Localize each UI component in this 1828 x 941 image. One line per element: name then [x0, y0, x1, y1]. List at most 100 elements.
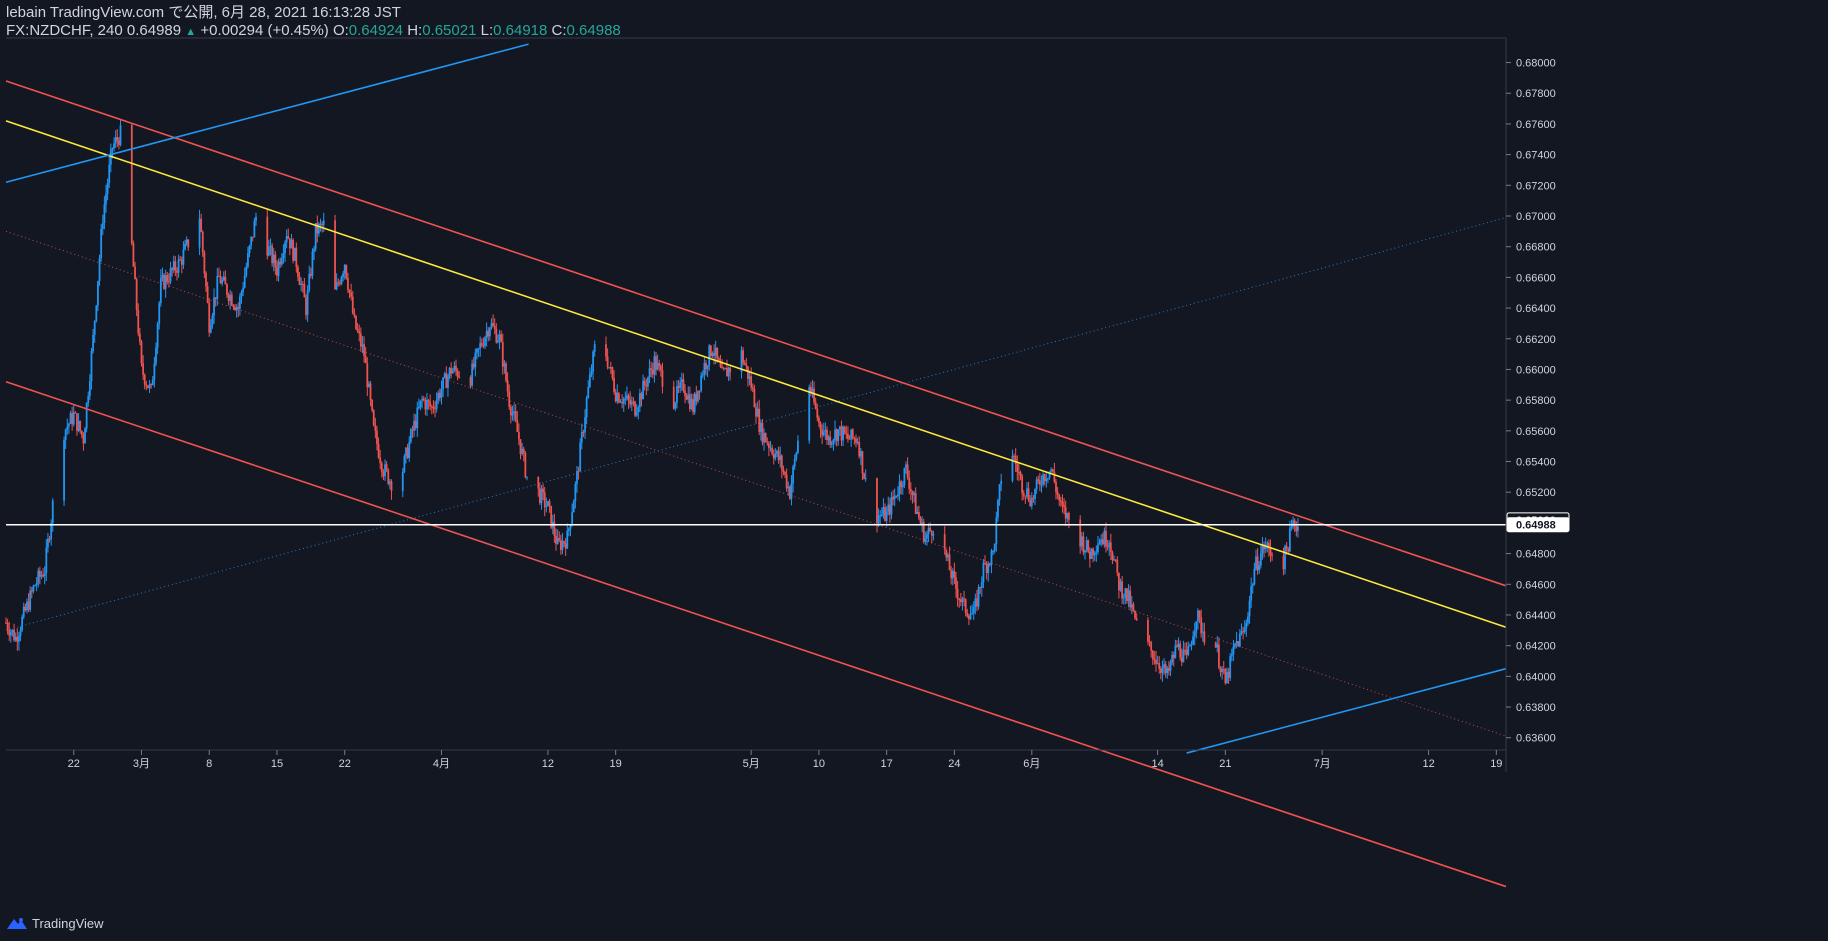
candle-body — [1068, 512, 1070, 520]
candle-body — [980, 582, 983, 588]
y-tick-label: 0.66800 — [1516, 242, 1556, 254]
candle-body — [103, 204, 106, 223]
candle-body — [571, 512, 574, 526]
candle-body — [726, 368, 728, 377]
candle-body — [69, 413, 72, 424]
candle-body — [1029, 500, 1032, 506]
candle-body — [369, 383, 372, 400]
symbol-label: FX:NZDCHF, 240 — [6, 22, 123, 39]
x-tick-label: 6月 — [1023, 758, 1040, 770]
candle-body — [168, 281, 170, 283]
candle-body — [474, 352, 477, 368]
candle-body — [1155, 659, 1157, 664]
candle-body — [374, 425, 377, 431]
candle-body — [876, 478, 878, 524]
candle-body — [687, 394, 690, 400]
candle-body — [106, 183, 109, 194]
candle-body — [961, 598, 964, 603]
candle-body — [68, 423, 70, 427]
candle-body — [614, 391, 617, 402]
candle-body — [572, 501, 575, 513]
candle-body — [613, 378, 615, 392]
x-tick-label: 24 — [948, 758, 960, 770]
candle-body — [672, 386, 675, 409]
candle-body — [1222, 669, 1225, 671]
candle-body — [130, 125, 133, 244]
candle-body — [1097, 544, 1099, 552]
candle-body — [548, 501, 551, 506]
candle-body — [1242, 631, 1244, 633]
candle-body — [284, 242, 286, 254]
channel-upper-line — [5, 80, 1507, 587]
candle-body — [26, 601, 28, 611]
candle-body — [430, 406, 433, 408]
candle-body — [972, 607, 975, 614]
candle-body — [1013, 455, 1015, 457]
candle-body — [853, 437, 856, 439]
candle-body — [295, 247, 298, 268]
candle-body — [690, 399, 693, 409]
candle-body — [1011, 455, 1014, 481]
candle-body — [48, 538, 51, 540]
candle-body — [945, 549, 948, 558]
candle-body — [708, 345, 711, 366]
candle-body — [526, 476, 528, 478]
candle-body — [213, 297, 215, 316]
candle-body — [566, 530, 569, 549]
candle-body — [697, 390, 699, 402]
candle-body — [1119, 581, 1122, 591]
candle-body — [753, 388, 756, 408]
candle-body — [577, 471, 580, 473]
candle-body — [1132, 604, 1135, 611]
candle-body — [793, 458, 796, 467]
candle-body — [21, 616, 24, 631]
candle-body — [350, 292, 353, 297]
candle-body — [72, 412, 75, 425]
candle-body — [243, 275, 246, 288]
candle-body — [311, 251, 314, 276]
candle-body — [1079, 519, 1082, 547]
candle-body — [300, 283, 303, 285]
candle-body — [358, 331, 361, 334]
candle-body — [19, 630, 22, 637]
open-value: 0.64924 — [348, 22, 404, 39]
high-value: 0.65021 — [422, 22, 477, 39]
candle-body — [1250, 586, 1253, 601]
candle-body — [142, 363, 144, 375]
candle-body — [438, 392, 441, 398]
candle-body — [274, 254, 277, 268]
candle-body — [709, 345, 712, 357]
candle-body — [38, 570, 41, 577]
candle-body — [1200, 617, 1203, 633]
candle-body — [1255, 556, 1257, 569]
close-label: C: — [551, 22, 567, 39]
candle-body — [380, 463, 383, 472]
candle-body — [1266, 542, 1269, 547]
candle-body — [887, 504, 890, 512]
candle-body — [1151, 650, 1154, 660]
candle-body — [180, 260, 183, 265]
candle-body — [272, 254, 275, 264]
candle-body — [248, 245, 251, 254]
candle-body — [553, 521, 556, 536]
brand-label[interactable]: TradingView — [32, 915, 104, 931]
candle-body — [100, 228, 103, 259]
candle-body — [1156, 663, 1159, 665]
candle-body — [34, 585, 36, 587]
candle-body — [18, 636, 20, 642]
candle-body — [563, 541, 565, 544]
candle-body — [335, 282, 338, 290]
y-tick-label: 0.65400 — [1516, 457, 1556, 469]
candle-body — [79, 420, 82, 431]
candle-body — [37, 570, 40, 584]
candle-body — [388, 481, 391, 484]
candle-body — [490, 323, 493, 329]
candle-body — [342, 273, 344, 278]
open-label: O: — [332, 22, 349, 39]
candle-body — [764, 433, 767, 443]
candle-body — [906, 464, 909, 478]
candle-body — [998, 484, 1001, 501]
candle-body — [516, 420, 519, 432]
candle-body — [16, 636, 19, 642]
